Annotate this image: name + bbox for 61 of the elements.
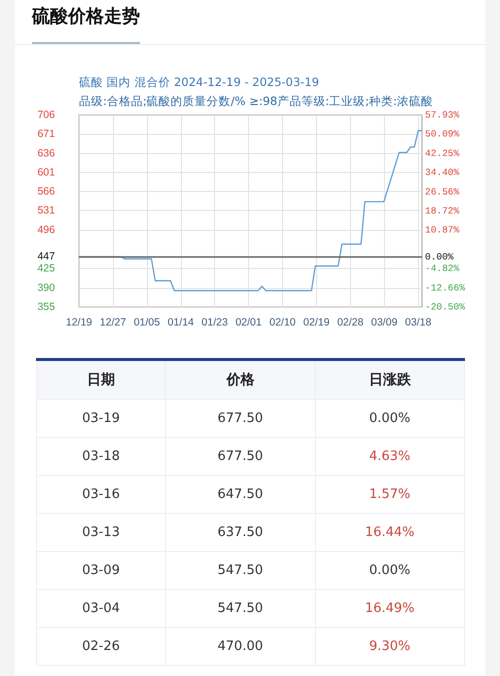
y-tick-label: 390 bbox=[37, 282, 56, 294]
x-tick-label: 03/09 bbox=[371, 316, 398, 328]
text: 品级:合格品;硫酸的质量分数/% ≥:98产品等级:工业级;种类:浓硫酸 bbox=[79, 94, 433, 108]
data-label: 0.00% bbox=[315, 552, 464, 590]
x-tick-label: 02/19 bbox=[303, 316, 330, 328]
text: 日期 bbox=[36, 360, 166, 400]
data-label: 647.50 bbox=[166, 476, 315, 514]
data-label: 470.00 bbox=[166, 628, 315, 666]
data-label: 547.50 bbox=[166, 552, 315, 590]
y2-tick-label: 57.93% bbox=[425, 110, 460, 120]
y2-tick-label: 42.25% bbox=[425, 148, 460, 159]
y2-tick-label: -12.66% bbox=[425, 282, 466, 294]
data-label: 547.50 bbox=[166, 590, 315, 628]
x-tick-label: 02/28 bbox=[337, 316, 364, 328]
x-tick-label: 01/14 bbox=[168, 316, 194, 328]
y2-tick-label: -4.82% bbox=[425, 263, 460, 274]
line-series bbox=[78, 130, 423, 292]
category-label: 03-18 bbox=[36, 438, 166, 476]
y2-tick-label: 18.72% bbox=[425, 205, 460, 216]
y-tick-label: 355 bbox=[37, 301, 56, 313]
y-tick-label: 601 bbox=[37, 166, 56, 178]
y2-tick-label: 0.00% bbox=[425, 251, 454, 262]
x-tick-label: 02/01 bbox=[235, 316, 262, 328]
y2-tick-label: -20.50% bbox=[425, 302, 466, 312]
y-tick-label: 425 bbox=[37, 262, 56, 275]
y-tick-label: 566 bbox=[37, 186, 56, 198]
chart-title: 硫酸价格走势 bbox=[32, 6, 140, 28]
chart-subtitle: 硫酸 国内 混合价 2024-12-19 - 2025-03-19 bbox=[79, 75, 320, 89]
data-label: 677.50 bbox=[166, 400, 315, 438]
y-tick-label: 636 bbox=[37, 147, 56, 160]
x-tick-label: 01/05 bbox=[134, 316, 160, 328]
data-label: 637.50 bbox=[166, 514, 315, 552]
x-tick-label: 12/19 bbox=[66, 316, 92, 328]
data-label: 9.30% bbox=[315, 628, 464, 666]
y-tick-label: 671 bbox=[37, 128, 56, 140]
y2-tick-label: 26.56% bbox=[425, 186, 460, 198]
y-tick-label: 706 bbox=[37, 109, 56, 121]
category-label: 03-16 bbox=[36, 476, 166, 514]
y-tick-label: 447 bbox=[37, 250, 56, 263]
category-label: 03-13 bbox=[36, 514, 166, 552]
data-label: 16.49% bbox=[315, 590, 464, 628]
x-tick-label: 12/27 bbox=[100, 316, 126, 328]
y2-tick-label: 34.40% bbox=[425, 167, 460, 178]
x-tick-label: 02/10 bbox=[269, 316, 296, 328]
data-label: 16.44% bbox=[315, 514, 464, 552]
data-label: 4.63% bbox=[315, 438, 464, 476]
x-tick-label: 03/18 bbox=[405, 316, 432, 328]
y2-tick-label: 50.09% bbox=[425, 128, 460, 140]
y2-tick-label: 10.87% bbox=[425, 224, 460, 236]
y-tick-label: 531 bbox=[37, 204, 56, 217]
x-tick-label: 01/23 bbox=[202, 316, 228, 328]
legend-label: 价格 bbox=[166, 360, 315, 400]
data-label: 677.50 bbox=[166, 438, 315, 476]
category-label: 03-04 bbox=[36, 590, 166, 628]
data-label: 0.00% bbox=[315, 400, 464, 438]
category-label: 02-26 bbox=[36, 628, 166, 666]
data-label: 1.57% bbox=[315, 476, 464, 514]
category-label: 03-19 bbox=[36, 400, 166, 438]
y-tick-label: 496 bbox=[37, 224, 56, 236]
category-label: 03-09 bbox=[36, 552, 166, 590]
text: 日涨跌 bbox=[315, 360, 464, 400]
